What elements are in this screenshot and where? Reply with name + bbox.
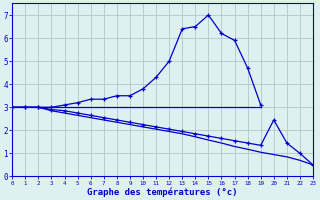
X-axis label: Graphe des températures (°c): Graphe des températures (°c) [87, 187, 238, 197]
